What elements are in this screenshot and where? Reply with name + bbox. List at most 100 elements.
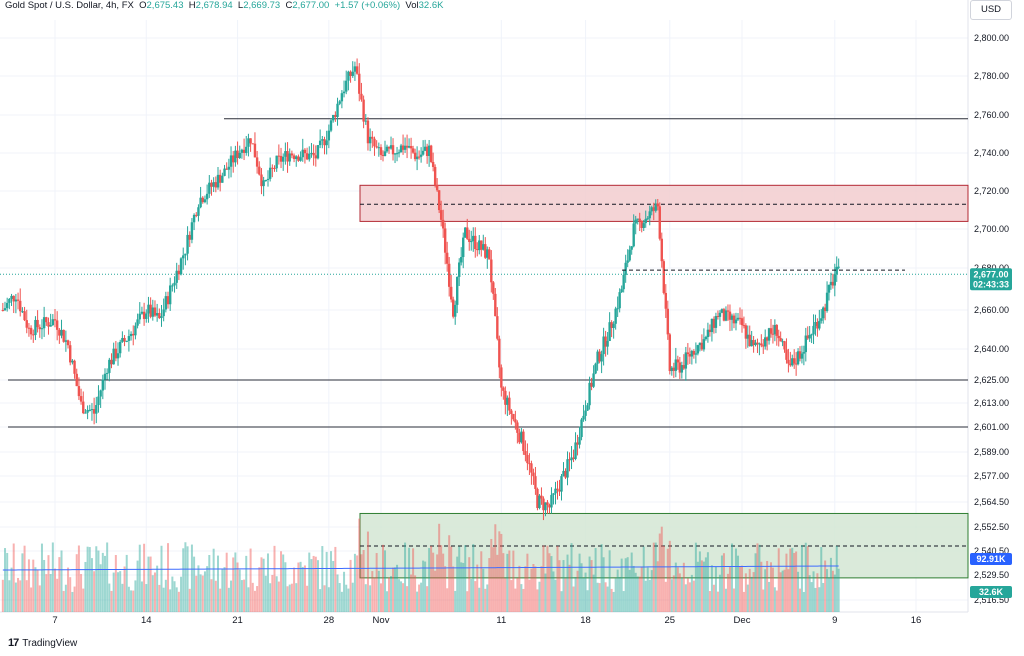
volume-bar-241: [514, 588, 517, 612]
candle-187: [405, 134, 409, 159]
candle-61: [134, 322, 137, 340]
volume-bar-152: [332, 560, 335, 612]
candle-150: [327, 124, 331, 149]
candle-205: [441, 209, 445, 238]
x-tick-label-10: 16: [911, 615, 922, 626]
volume-bar-56: [123, 566, 126, 612]
candle-17: [38, 324, 41, 338]
volume-bar-238: [508, 550, 511, 612]
volume-bar-256: [544, 573, 547, 612]
volume-bar-137: [299, 561, 302, 612]
volume-bar-321: [674, 562, 677, 612]
volume-bar-206: [444, 566, 447, 612]
y-tick-label-7: 2,660.00: [974, 305, 1009, 315]
volume-bar-37: [82, 588, 85, 612]
candle-56: [123, 335, 126, 347]
candle-154: [336, 97, 339, 126]
volume-bar-133: [290, 583, 293, 612]
candle-212: [456, 276, 459, 314]
volume-bar-195: [422, 560, 425, 612]
candle-40: [88, 404, 91, 412]
candle-42: [92, 397, 96, 425]
candle-367: [765, 336, 769, 351]
volume-bar-61: [134, 580, 137, 612]
volume-bar-183: [398, 579, 401, 612]
y-tick-label-3: 2,740.00: [974, 148, 1009, 158]
volume-bar-325: [682, 562, 685, 612]
volume-bar-192: [416, 591, 419, 612]
volume-bar-19: [43, 559, 46, 612]
candle-265: [562, 462, 565, 477]
volume-bar-168: [366, 531, 369, 612]
volume-bar-329: [690, 574, 693, 612]
volume-bar-69: [151, 575, 154, 612]
volume-bar-119: [260, 557, 263, 612]
candle-70: [153, 300, 157, 318]
candle-274: [580, 417, 583, 441]
volume-bar-394: [818, 587, 821, 612]
volume-bar-365: [762, 589, 765, 612]
candle-270: [572, 449, 575, 463]
candle-16: [36, 310, 39, 333]
candle-224: [480, 240, 483, 257]
volume-bar-264: [560, 591, 563, 612]
candle-89: [195, 212, 198, 218]
volume-bar-88: [193, 556, 196, 612]
currency-button[interactable]: USD: [970, 0, 1012, 20]
candle-256: [544, 502, 547, 517]
volume-bar-385: [800, 545, 803, 612]
volume-bar-318: [668, 540, 671, 612]
volume-bar-155: [338, 583, 341, 612]
candle-284: [600, 350, 603, 374]
volume-bar-131: [286, 586, 289, 612]
volume-bar-47: [103, 555, 106, 612]
candle-0: [1, 302, 5, 312]
volume-bar-289: [610, 588, 613, 612]
volume-bar-402: [833, 574, 836, 612]
volume-bar-387: [804, 542, 807, 612]
candle-243: [518, 428, 521, 445]
volume-bar-276: [584, 572, 587, 612]
volume-bar-398: [826, 569, 829, 612]
candle-169: [368, 128, 372, 152]
candle-324: [680, 361, 684, 379]
close-value: 2,677.00: [292, 0, 330, 11]
candle-261: [554, 481, 557, 505]
volume-bar-300: [632, 565, 635, 612]
candle-137: [299, 151, 302, 162]
volume-bar-0: [1, 579, 4, 612]
volume-bar-142: [310, 559, 313, 612]
volume-bar-107: [234, 552, 237, 612]
volume-bar-4: [10, 567, 13, 612]
candle-404: [837, 258, 840, 270]
volume-bar-235: [502, 553, 505, 612]
volume-bar-219: [470, 578, 473, 612]
volume-bar-322: [676, 567, 679, 612]
volume-bar-175: [382, 544, 385, 612]
volume-bar-170: [371, 571, 374, 612]
candle-331: [694, 342, 698, 364]
x-tick-label-4: Nov: [373, 615, 390, 626]
volume-bar-17: [38, 585, 41, 612]
candle-51: [112, 342, 115, 365]
volume-bar-93: [203, 571, 206, 612]
candle-27: [60, 319, 63, 339]
candle-9: [21, 307, 24, 314]
volume-bar-343: [718, 574, 721, 612]
candle-217: [466, 218, 469, 241]
volume-bar-215: [462, 562, 465, 612]
volume-bar-141: [308, 552, 311, 612]
volume-bar-83: [182, 548, 185, 612]
tradingview-brand[interactable]: 17 TradingView: [8, 637, 77, 649]
candle-93: [203, 195, 207, 204]
volume-bar-186: [404, 542, 407, 612]
volume-bar-275: [582, 577, 585, 612]
y-tick-label-16: 2,540.50: [974, 546, 1009, 556]
candle-97: [212, 177, 215, 193]
candle-383: [796, 348, 800, 366]
candle-311: [654, 199, 657, 213]
volume-bar-87: [190, 544, 193, 612]
volume-bar-53: [117, 572, 120, 612]
candle-384: [798, 346, 802, 362]
